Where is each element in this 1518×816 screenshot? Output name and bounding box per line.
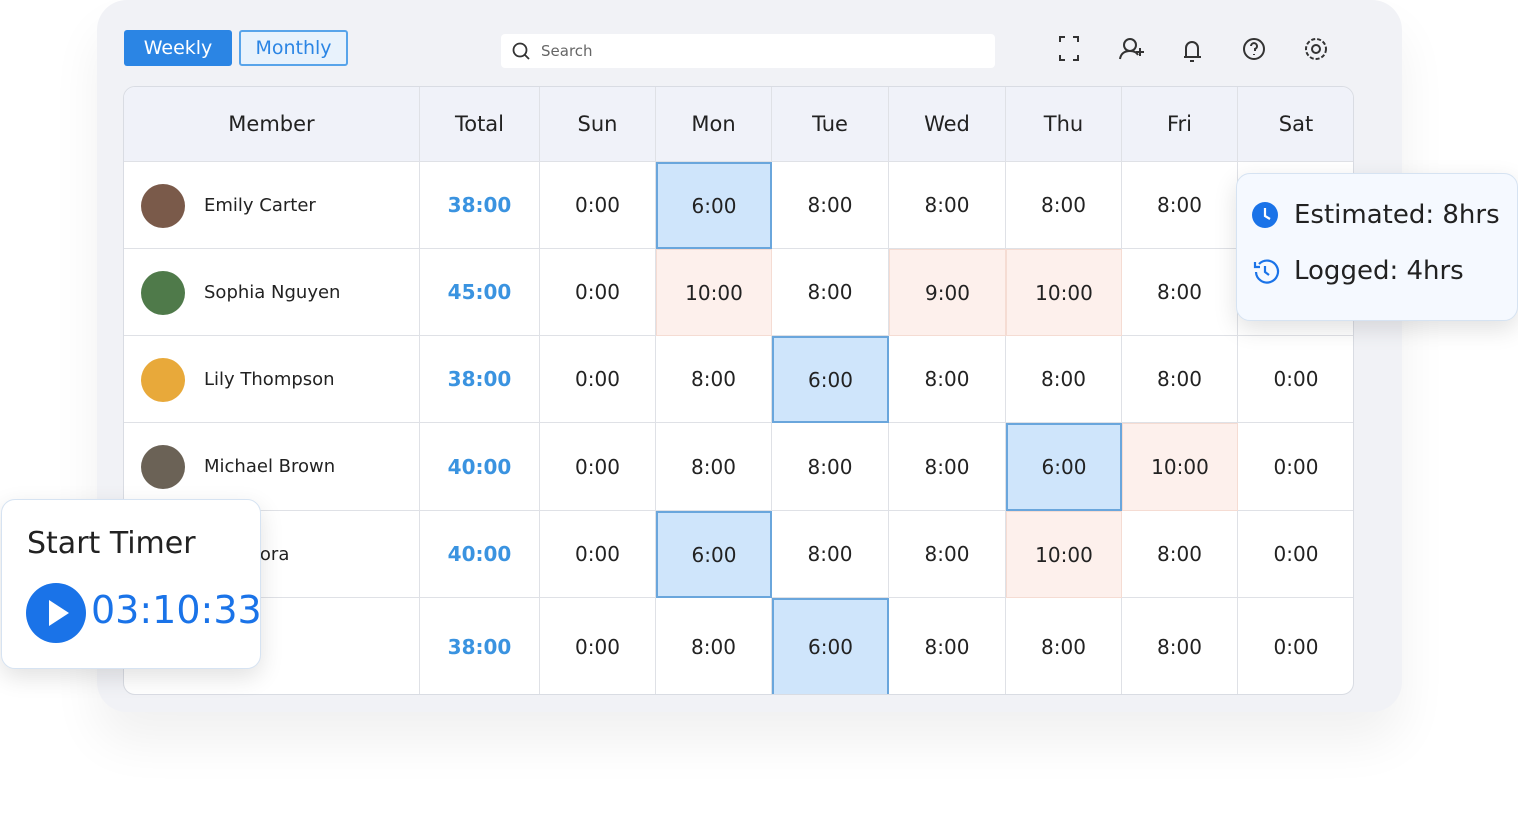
day-hours: 8:00 bbox=[1122, 511, 1238, 598]
day-hours: 9:00 bbox=[889, 249, 1006, 336]
total-hours: 38:00 bbox=[420, 162, 540, 249]
timer-time: 03:10:33 bbox=[91, 588, 262, 632]
day-hours: 0:00 bbox=[540, 162, 656, 249]
column-header: Wed bbox=[889, 87, 1006, 162]
day-hours: 10:00 bbox=[1006, 249, 1122, 336]
day-hours bbox=[1238, 249, 1353, 336]
total-hours: 45:00 bbox=[420, 249, 540, 336]
day-hours: 8:00 bbox=[772, 162, 889, 249]
timer-popup: Start Timer 03:10:33 bbox=[1, 499, 262, 669]
day-hours: 8:00 bbox=[656, 423, 772, 511]
timesheet-table: Member Total Sun Mon Tue Wed Thu Fri Sat Emily Ca… bbox=[123, 86, 1354, 695]
column-header: Sat bbox=[1238, 87, 1353, 162]
day-hours: 0:00 bbox=[540, 249, 656, 336]
day-hours: 10:00 bbox=[1006, 511, 1122, 598]
day-hours: 8:00 bbox=[889, 511, 1006, 598]
day-hours: 8:00 bbox=[1122, 162, 1238, 249]
avatar bbox=[141, 445, 185, 489]
day-hours: 8:00 bbox=[772, 249, 889, 336]
day-hours: 8:00 bbox=[656, 336, 772, 423]
member-name: Michael Brown bbox=[124, 423, 420, 511]
day-hours: 6:00 bbox=[1006, 423, 1122, 511]
day-hours: 8:00 bbox=[1006, 336, 1122, 423]
day-hours: 10:00 bbox=[1122, 423, 1238, 511]
member-name: Emily Carter bbox=[124, 162, 420, 249]
day-hours: 8:00 bbox=[772, 423, 889, 511]
column-header: Fri bbox=[1122, 87, 1238, 162]
day-hours: 8:00 bbox=[889, 162, 1006, 249]
day-hours: 6:00 bbox=[772, 336, 889, 423]
day-hours: 6:00 bbox=[656, 511, 772, 598]
column-header: Tue bbox=[772, 87, 889, 162]
member-name: Sophia Nguyen bbox=[124, 249, 420, 336]
day-hours: 8:00 bbox=[1122, 598, 1238, 694]
popup-icons bbox=[1252, 202, 1280, 284]
search-icon bbox=[512, 42, 530, 60]
avatar bbox=[141, 270, 185, 315]
day-hours: 8:00 bbox=[656, 598, 772, 694]
day-hours: 8:00 bbox=[1122, 336, 1238, 423]
total-hours: 40:00 bbox=[420, 423, 540, 511]
day-hours: 8:00 bbox=[1006, 598, 1122, 694]
day-hours: 0:00 bbox=[540, 511, 656, 598]
day-hours: 8:00 bbox=[889, 598, 1006, 694]
timer-title: Start Timer bbox=[27, 526, 196, 561]
search-box[interactable]: Search bbox=[501, 34, 995, 68]
day-hours: 8:00 bbox=[1006, 162, 1122, 249]
day-hours: 8:00 bbox=[889, 336, 1006, 423]
day-hours: 0:00 bbox=[540, 336, 656, 423]
member-name: Lily Thompson bbox=[124, 336, 420, 423]
day-hours: 0:00 bbox=[1238, 511, 1353, 598]
estimate-popup: Estimated: 8hrs Logged: 4hrs bbox=[1236, 173, 1518, 321]
toolbar-icons[interactable] bbox=[1050, 30, 1340, 68]
search-placeholder: Search bbox=[541, 42, 593, 60]
column-header: Member bbox=[124, 87, 420, 162]
column-header: Mon bbox=[656, 87, 772, 162]
column-header: Thu bbox=[1006, 87, 1122, 162]
day-hours: 0:00 bbox=[1238, 598, 1353, 694]
day-hours: 8:00 bbox=[772, 511, 889, 598]
total-hours: 38:00 bbox=[420, 336, 540, 423]
estimated-text: Estimated: 8hrs bbox=[1294, 200, 1500, 230]
day-hours: 6:00 bbox=[656, 162, 772, 249]
day-hours: 8:00 bbox=[1122, 249, 1238, 336]
column-header: Sun bbox=[540, 87, 656, 162]
column-header: Total bbox=[420, 87, 540, 162]
play-button[interactable] bbox=[26, 583, 86, 643]
avatar bbox=[141, 357, 185, 402]
total-hours: 40:00 bbox=[420, 511, 540, 598]
day-hours: 8:00 bbox=[889, 423, 1006, 511]
weekly-tab[interactable]: Weekly bbox=[124, 30, 232, 66]
day-hours: 6:00 bbox=[772, 598, 889, 694]
total-hours: 38:00 bbox=[420, 598, 540, 694]
day-hours: 10:00 bbox=[656, 249, 772, 336]
avatar bbox=[141, 183, 185, 228]
day-hours: 0:00 bbox=[540, 423, 656, 511]
monthly-tab[interactable]: Monthly bbox=[239, 30, 348, 66]
day-hours: 0:00 bbox=[1238, 423, 1353, 511]
day-hours: 0:00 bbox=[540, 598, 656, 694]
day-hours: 0:00 bbox=[1238, 336, 1353, 423]
logged-text: Logged: 4hrs bbox=[1294, 256, 1464, 286]
